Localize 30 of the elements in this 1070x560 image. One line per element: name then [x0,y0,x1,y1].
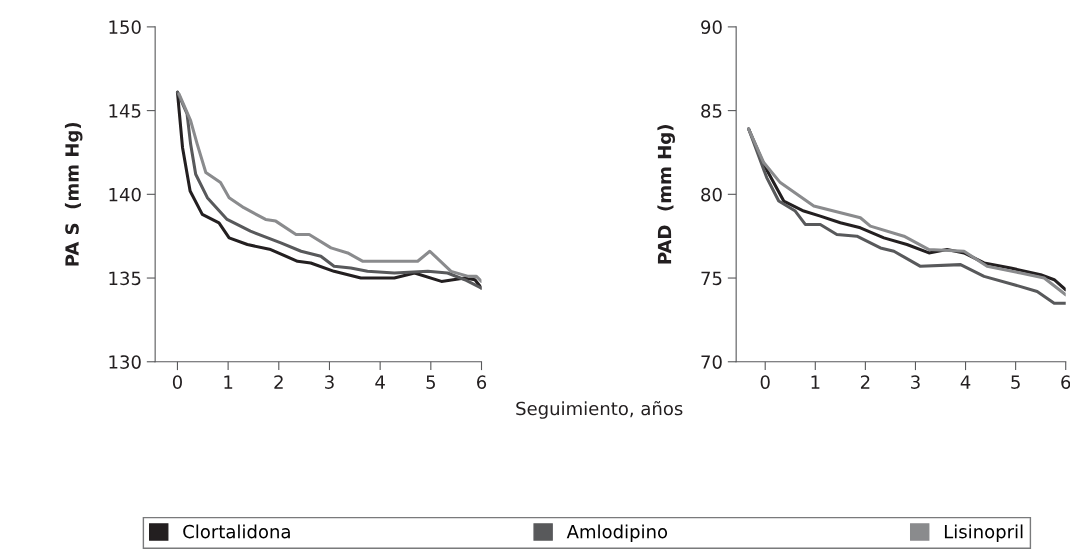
x-tick-label: 3 [325,375,334,389]
x-tick-label: 1 [811,375,820,389]
y-axis-title: PA S (mm Hg) [64,122,83,266]
y-tick-label: 90 [701,20,722,34]
y-tick-label: 130 [109,355,141,369]
x-tick-label: 2 [860,375,870,389]
legend-label: Lisinopril [944,524,1023,542]
x-axis-title: Seguimiento, años [516,401,683,419]
y-tick-label: 140 [109,187,141,202]
x-tick-label: 2 [274,375,283,389]
y-tick-label: 135 [109,271,141,286]
x-tick-label: 4 [960,375,971,389]
y-axis-title: PAD (mm Hg) [657,125,675,264]
y-tick-label: 150 [109,20,141,34]
x-tick-label: 4 [375,375,385,389]
x-tick-label: 5 [1011,375,1020,389]
y-tick-label: 70 [701,355,722,369]
y-tick-label: 75 [701,271,722,286]
x-tick-label: 1 [224,375,233,389]
x-tick-label: 0 [760,375,770,389]
y-tick-label: 85 [701,104,722,118]
y-tick-label: 145 [109,104,141,118]
x-tick-label: 6 [1061,375,1070,389]
x-tick-label: 5 [426,375,435,389]
legend-label: Clortalidona [183,524,290,539]
y-tick-label: 80 [701,187,722,202]
x-tick-label: 0 [172,375,182,389]
x-tick-label: 6 [477,375,487,389]
legend-label: Amlodipino [566,524,668,542]
x-tick-label: 3 [911,375,920,389]
